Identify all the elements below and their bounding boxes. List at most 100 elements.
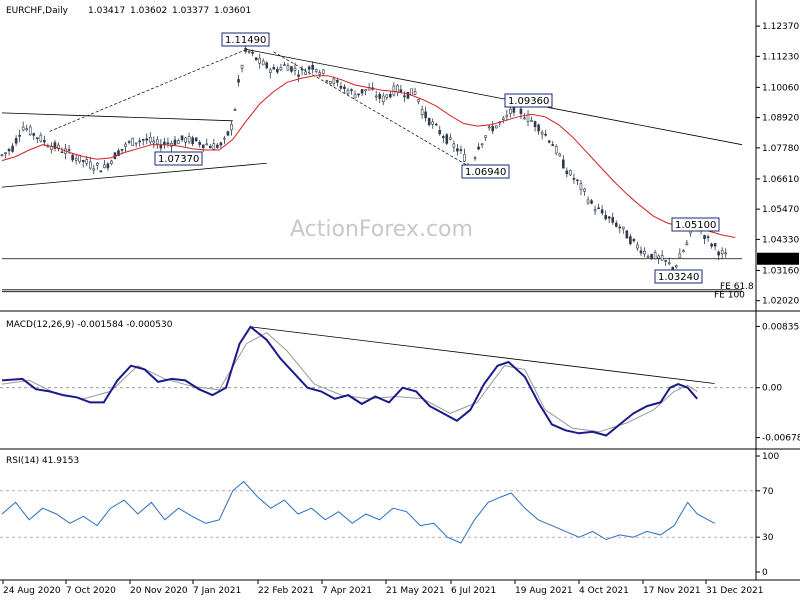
axis-layer: 1.12370 1.11230 1.10060 1.08920 1.07780 1.066… <box>2 22 800 596</box>
candle-body <box>540 132 544 135</box>
candle-body <box>25 128 29 131</box>
price-trend-line-1 <box>1 162 267 188</box>
candle-body <box>226 131 230 136</box>
candle-body <box>399 89 403 93</box>
candle-body <box>551 144 555 147</box>
candle-body <box>32 133 36 136</box>
candle-body <box>336 79 339 83</box>
candle-body <box>449 137 452 140</box>
rsi-y-tick-label: 0 <box>762 568 768 578</box>
candle-body <box>198 142 201 145</box>
candle-body <box>92 168 96 171</box>
candle-body <box>674 265 678 268</box>
candle-body <box>216 144 219 148</box>
candle-body <box>420 109 424 115</box>
candle-body <box>530 120 533 122</box>
candle-body <box>685 242 689 245</box>
x-tick-label: 7 Apr 2021 <box>322 586 372 596</box>
ohlc-close: 1.03601 <box>214 6 251 16</box>
candle-body <box>378 93 382 99</box>
candle-body <box>597 207 600 210</box>
candle-body <box>311 64 314 70</box>
price-annotation-label: 1.07370 <box>158 154 199 165</box>
candle-body <box>18 134 21 137</box>
candle-body <box>307 66 311 70</box>
candle-body <box>424 111 427 119</box>
candle-body <box>7 148 11 152</box>
candle-body <box>194 137 198 142</box>
candle-body <box>396 85 399 93</box>
candle-body <box>283 64 286 66</box>
candle-body <box>463 154 466 162</box>
candle-body <box>21 126 25 131</box>
candle-body <box>300 68 304 71</box>
candle-body <box>611 217 615 223</box>
candle-body <box>293 67 297 71</box>
macd-y-tick-label: 0.008353 <box>762 322 800 332</box>
candle-body <box>618 226 622 229</box>
candle-body <box>304 71 307 75</box>
current-price-tag <box>757 252 799 265</box>
x-tick-label: 17 Nov 2021 <box>643 586 701 596</box>
candle-body <box>403 95 406 98</box>
price-annotation-label: 1.06940 <box>465 167 506 178</box>
candle-body <box>519 108 523 115</box>
candle-body <box>364 89 367 91</box>
candle-body <box>710 243 713 247</box>
candle-body <box>643 250 646 255</box>
candle-body <box>558 153 562 157</box>
candle-body <box>191 137 194 145</box>
macd-layer <box>0 325 756 437</box>
candle-body <box>682 250 685 253</box>
candle-body <box>117 150 120 156</box>
candle-body <box>445 134 449 144</box>
candle-body <box>230 124 233 131</box>
price-y-tick-label: 1.06610 <box>762 175 799 185</box>
candle-body <box>639 250 643 254</box>
candle-body <box>657 255 660 259</box>
macd-trend-line <box>250 326 715 384</box>
candle-body <box>547 140 551 143</box>
candle-body <box>569 170 572 176</box>
candle-body <box>544 133 547 136</box>
candle-body <box>212 143 216 150</box>
candle-body <box>110 160 113 164</box>
candle-body <box>565 170 569 175</box>
candle-body <box>74 158 78 161</box>
candle-body <box>625 230 629 239</box>
candle-body <box>434 123 438 126</box>
candle-body <box>501 117 505 120</box>
candle-body <box>131 137 134 146</box>
macd-y-tick-label: 0.00 <box>762 384 782 394</box>
candle-body <box>127 141 131 143</box>
candle-body <box>417 99 420 102</box>
macd-signal-line <box>1 332 698 433</box>
price-annotation-box <box>154 151 203 166</box>
candle-body <box>427 117 431 125</box>
price-y-tick-label: 1.05470 <box>762 205 799 215</box>
candle-body <box>650 253 653 259</box>
candle-body <box>276 68 279 73</box>
price-trend-line-0 <box>1 112 233 122</box>
candle-body <box>622 226 625 230</box>
candle-body <box>357 93 360 96</box>
candle-body <box>57 144 60 150</box>
candle-body <box>141 139 145 141</box>
candle-body <box>39 134 43 142</box>
candle-body <box>265 62 269 69</box>
price-y-tick-label: 1.04330 <box>762 235 799 245</box>
candle-body <box>381 95 385 103</box>
price-annotation-label: 1.09360 <box>508 96 549 107</box>
rsi-line <box>1 480 716 544</box>
candle-body <box>14 138 18 144</box>
watermark: ActionForex.com <box>290 217 473 242</box>
candle-body <box>713 243 717 247</box>
price-layer: 1.11490 1.07370 1.09360 1.06940 1.05100 1.032… <box>0 32 754 301</box>
candle-body <box>297 74 300 77</box>
candle-body <box>350 89 353 91</box>
candle-body <box>36 137 39 140</box>
candle-body <box>321 69 325 74</box>
candle-body <box>96 162 99 166</box>
